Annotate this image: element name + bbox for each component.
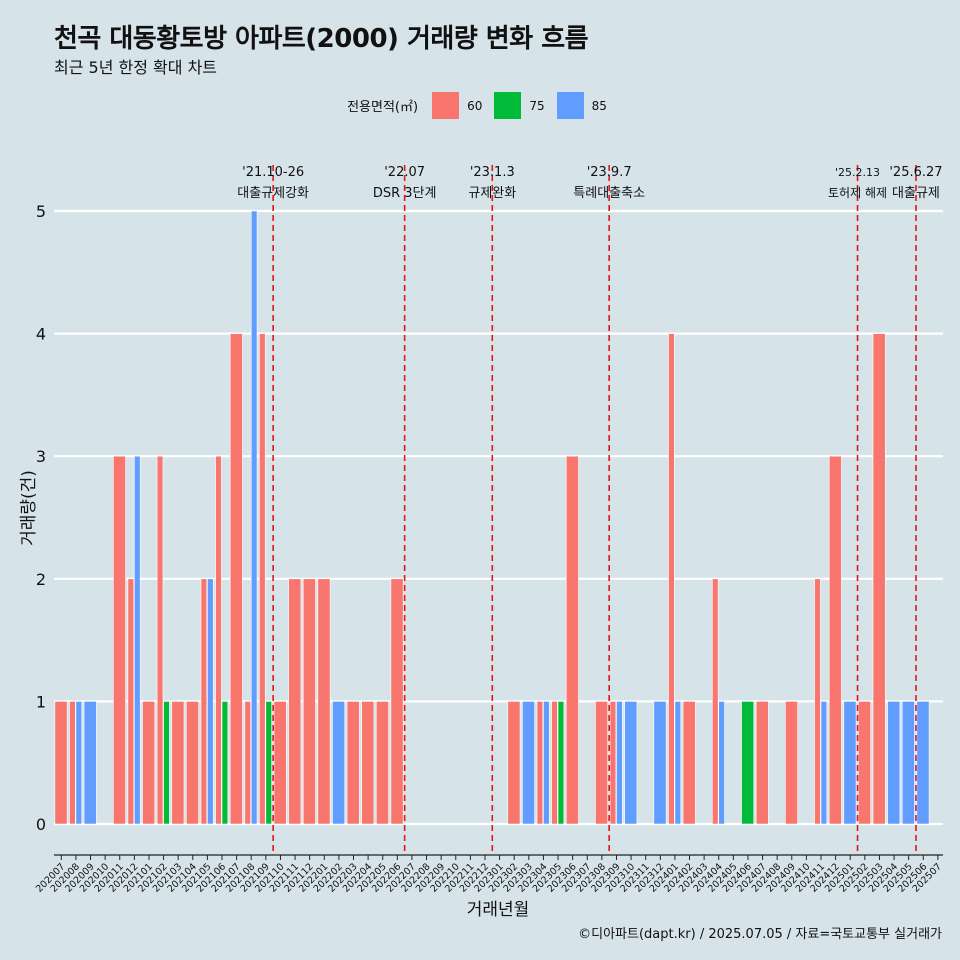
- legend-swatch-75: [494, 92, 522, 119]
- bar-75-202109: [265, 701, 272, 825]
- bar-60-202105: [200, 578, 208, 825]
- bar-85-202309: [616, 701, 623, 825]
- policy-name-label: 대출규제강화: [237, 186, 309, 201]
- bar-60-202011: [113, 455, 126, 825]
- bar-60-202309: [609, 701, 617, 825]
- policy-date-label: '22.07: [384, 165, 425, 180]
- bar-60-202104: [186, 701, 199, 825]
- bar-85-202506: [916, 701, 930, 825]
- policy-name-label: 규제완화: [468, 186, 516, 201]
- bar-60-202108: [244, 701, 251, 825]
- bar-60-202503: [872, 333, 886, 825]
- legend-label-75: 75: [529, 98, 545, 113]
- bar-85-202008: [75, 701, 83, 825]
- y-tick-label: 4: [36, 325, 46, 344]
- bar-85-202404: [718, 701, 725, 825]
- bar-60-202302: [507, 701, 521, 825]
- bar-85-202401: [674, 701, 682, 825]
- policy-date-label: '25.6.27: [889, 165, 942, 180]
- bar-60-202304: [536, 701, 544, 825]
- policy-name-label: 토허제 해제: [828, 186, 887, 200]
- bar-60-202103: [171, 701, 185, 825]
- bar-85-202411: [820, 701, 828, 825]
- bar-60-202305: [551, 701, 558, 825]
- bar-60-202411: [814, 578, 821, 825]
- source-caption: ©디아파트(dapt.kr) / 2025.07.05 / 자료=국토교통부 실…: [578, 927, 942, 942]
- bar-75-202305: [557, 701, 565, 825]
- legend-item-85: 85: [556, 92, 607, 119]
- bar-60-202008: [69, 701, 76, 825]
- bar-60-202204: [361, 701, 375, 825]
- bar-60-202012: [127, 578, 135, 825]
- bar-60-202401: [668, 333, 675, 825]
- y-tick-label: 3: [36, 447, 46, 466]
- legend-item-75: 75: [494, 92, 545, 119]
- policy-name-label: 특례대출축소: [573, 186, 645, 201]
- bar-60-202404: [712, 578, 719, 825]
- bar-85-202105: [207, 578, 214, 825]
- bar-85-202012: [134, 455, 141, 825]
- bar-60-202203: [346, 701, 360, 825]
- y-tick-label: 0: [36, 815, 46, 834]
- policy-name-label: DSR 3단계: [373, 186, 437, 201]
- legend: 전용면적(㎡) 60 75 85: [0, 92, 960, 119]
- policy-name-label: 대출규제: [892, 186, 940, 201]
- bar-85-202312: [653, 701, 667, 825]
- bar-60-202107: [229, 333, 243, 825]
- bar-85-202303: [522, 701, 535, 825]
- legend-label-60: 60: [467, 98, 483, 113]
- bar-60-202007: [54, 701, 68, 825]
- bar-85-202108: [250, 210, 258, 825]
- bar-75-202102: [163, 701, 170, 825]
- bar-60-202412: [828, 455, 842, 825]
- bar-85-202310: [624, 701, 638, 825]
- policy-date-label: '25.2.13: [835, 166, 880, 179]
- y-axis-title: 거래량(건): [19, 470, 39, 546]
- bar-85-202009: [83, 701, 97, 825]
- bar-60-202102: [156, 455, 164, 825]
- bar-85-202202: [332, 701, 346, 825]
- bar-75-202106: [221, 701, 229, 825]
- bar-85-202304: [543, 701, 550, 825]
- bar-60-202409: [785, 701, 798, 825]
- bar-60-202402: [682, 701, 696, 825]
- bar-60-202109: [259, 333, 266, 825]
- bar-75-202406: [741, 701, 755, 825]
- y-tick-label: 1: [36, 692, 46, 711]
- bar-85-202504: [887, 701, 901, 825]
- bar-60-202106: [215, 455, 222, 825]
- policy-date-label: '23.9.7: [587, 165, 632, 180]
- legend-title: 전용면적(㎡): [347, 100, 419, 115]
- bar-60-202502: [858, 701, 871, 825]
- x-axis-title: 거래년월: [467, 900, 530, 920]
- bar-85-202505: [901, 701, 915, 825]
- bar-60-202306: [565, 455, 579, 825]
- chart-subtitle: 최근 5년 한정 확대 차트: [54, 58, 218, 77]
- y-tick-label: 5: [36, 202, 46, 221]
- legend-swatch-60: [432, 92, 460, 119]
- policy-date-label: '23.1.3: [470, 165, 515, 180]
- bar-60-202110: [273, 701, 287, 825]
- bar-60-202201: [317, 578, 331, 825]
- bar-60-202308: [595, 701, 608, 825]
- policy-date-label: '21.10-26: [242, 165, 304, 180]
- bar-60-202111: [288, 578, 302, 825]
- bar-60-202206: [390, 578, 404, 825]
- legend-label-85: 85: [591, 98, 607, 113]
- y-tick-label: 2: [36, 570, 46, 589]
- bar-60-202101: [142, 701, 156, 825]
- bar-60-202112: [302, 578, 316, 825]
- chart-title: 천곡 대동황토방 아파트(2000) 거래량 변화 흐름: [54, 24, 589, 54]
- legend-item-60: 60: [432, 92, 482, 119]
- bar-85-202501: [843, 701, 857, 825]
- legend-swatch-85: [556, 92, 584, 119]
- bar-60-202205: [375, 701, 389, 825]
- bar-60-202407: [755, 701, 769, 825]
